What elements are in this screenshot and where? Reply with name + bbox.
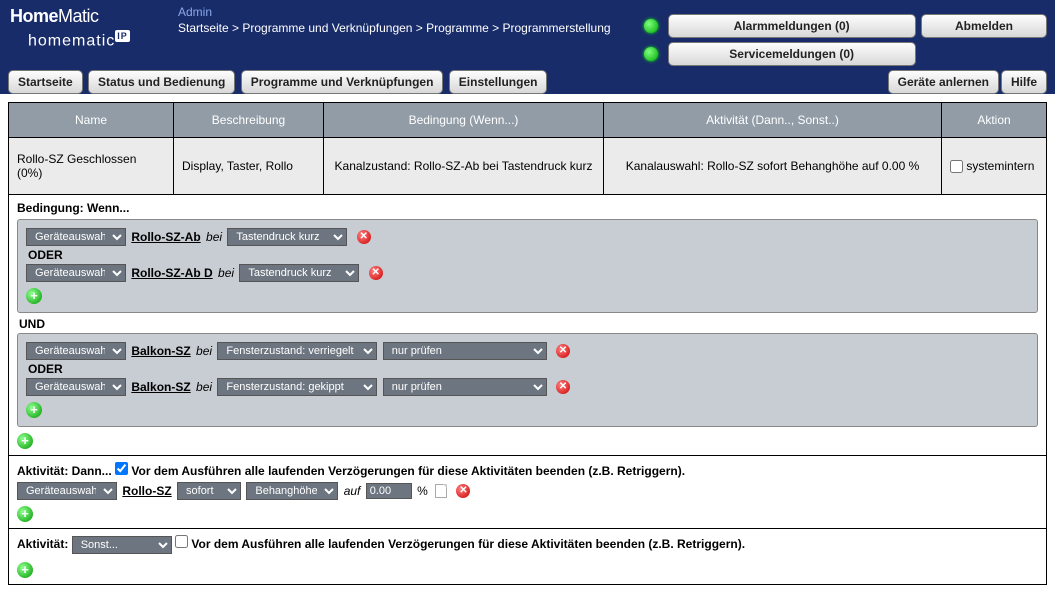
device-link[interactable]: Rollo-SZ xyxy=(122,484,171,498)
add-icon[interactable]: + xyxy=(17,506,33,522)
th-act: Aktivität (Dann.., Sonst..) xyxy=(604,103,942,138)
or-label: ODER xyxy=(28,362,1029,376)
user-link[interactable]: Admin xyxy=(178,5,212,19)
program-table: Name Beschreibung Bedingung (Wenn...) Ak… xyxy=(8,102,1047,195)
auf-label: auf xyxy=(344,484,361,498)
alarm-led xyxy=(644,19,658,33)
device-link[interactable]: Rollo-SZ-Ab D xyxy=(131,266,212,280)
else-select[interactable]: Sonst... xyxy=(72,536,172,554)
condition-title: Bedingung: Wenn... xyxy=(17,201,1038,215)
then-section: Aktivität: Dann... Vor dem Ausführen all… xyxy=(8,456,1047,529)
device-select[interactable]: Geräteauswahl xyxy=(17,482,117,500)
tab-programs[interactable]: Programme und Verknüpfungen xyxy=(241,70,444,94)
delete-icon[interactable]: ✕ xyxy=(369,266,383,280)
state-select[interactable]: Fensterzustand: verriegelt xyxy=(217,342,377,360)
cell-act: Kanalauswahl: Rollo-SZ sofort Behanghöhe… xyxy=(604,138,942,195)
bei-label: bei xyxy=(218,266,234,280)
add-icon[interactable]: + xyxy=(26,288,42,304)
nav-tabs: Startseite Status und Bedienung Programm… xyxy=(8,70,1047,94)
state-select[interactable]: Fensterzustand: gekippt xyxy=(217,378,377,396)
retrigger-checkbox[interactable] xyxy=(175,535,188,548)
and-label: UND xyxy=(19,317,1038,331)
device-link[interactable]: Balkon-SZ xyxy=(131,380,190,394)
th-desc: Beschreibung xyxy=(174,103,324,138)
else-section: Aktivität: Sonst... Vor dem Ausführen al… xyxy=(8,529,1047,585)
service-led xyxy=(644,47,658,61)
user-breadcrumb: Admin Startseite > Programme und Verknüp… xyxy=(178,5,611,35)
tab-start[interactable]: Startseite xyxy=(8,70,83,94)
device-link[interactable]: Balkon-SZ xyxy=(131,344,190,358)
property-select[interactable]: Behanghöhe xyxy=(246,482,338,500)
device-select[interactable]: Geräteauswahl xyxy=(26,264,126,282)
alarm-button[interactable]: Alarmmeldungen (0) xyxy=(668,14,916,38)
add-block-icon[interactable]: + xyxy=(17,433,33,449)
condition-block-1: Geräteauswahl Rollo-SZ-Ab bei Tastendruc… xyxy=(17,219,1038,313)
device-select[interactable]: Geräteauswahl xyxy=(26,228,126,246)
percent-label: % xyxy=(417,484,428,498)
retrigger-checkbox[interactable] xyxy=(115,462,128,475)
tab-status[interactable]: Status und Bedienung xyxy=(88,70,235,94)
value-input[interactable] xyxy=(366,483,412,499)
event-select[interactable]: Tastendruck kurz xyxy=(227,228,347,246)
add-icon[interactable]: + xyxy=(17,562,33,578)
or-label: ODER xyxy=(28,248,1029,262)
delete-icon[interactable]: ✕ xyxy=(456,484,470,498)
sysintern-checkbox[interactable] xyxy=(950,160,963,173)
device-select[interactable]: Geräteauswahl xyxy=(26,342,126,360)
breadcrumb: Startseite > Programme und Verknüpfungen… xyxy=(178,21,611,35)
bei-label: bei xyxy=(196,344,212,358)
script-icon[interactable] xyxy=(435,484,447,498)
delete-icon[interactable]: ✕ xyxy=(357,230,371,244)
event-select[interactable]: Tastendruck kurz xyxy=(239,264,359,282)
else-title: Aktivität: xyxy=(17,537,68,551)
tab-teach[interactable]: Geräte anlernen xyxy=(888,70,999,94)
cell-desc[interactable]: Display, Taster, Rollo xyxy=(174,138,324,195)
th-cond: Bedingung (Wenn...) xyxy=(324,103,604,138)
condition-section: Bedingung: Wenn... Geräteauswahl Rollo-S… xyxy=(8,195,1047,456)
cell-action: systemintern xyxy=(942,138,1047,195)
delete-icon[interactable]: ✕ xyxy=(556,380,570,394)
then-title: Aktivität: Dann... xyxy=(17,464,112,478)
th-name: Name xyxy=(9,103,174,138)
add-icon[interactable]: + xyxy=(26,402,42,418)
service-button[interactable]: Servicemeldungen (0) xyxy=(668,42,916,66)
check-select[interactable]: nur prüfen xyxy=(383,342,547,360)
th-action: Aktion xyxy=(942,103,1047,138)
check-select[interactable]: nur prüfen xyxy=(383,378,547,396)
table-row: Rollo-SZ Geschlossen (0%) Display, Taste… xyxy=(9,138,1047,195)
retrigger-label: Vor dem Ausführen alle laufenden Verzöge… xyxy=(191,537,745,551)
condition-block-2: Geräteauswahl Balkon-SZ bei Fensterzusta… xyxy=(17,333,1038,427)
bei-label: bei xyxy=(206,230,222,244)
delete-icon[interactable]: ✕ xyxy=(556,344,570,358)
bei-label: bei xyxy=(196,380,212,394)
device-select[interactable]: Geräteauswahl xyxy=(26,378,126,396)
retrigger-label: Vor dem Ausführen alle laufenden Verzöge… xyxy=(131,464,685,478)
tab-settings[interactable]: Einstellungen xyxy=(449,70,548,94)
cell-cond: Kanalzustand: Rollo-SZ-Ab bei Tastendruc… xyxy=(324,138,604,195)
logo: HomeMatic homematicIP xyxy=(10,6,175,50)
logout-button[interactable]: Abmelden xyxy=(921,14,1047,38)
cell-name[interactable]: Rollo-SZ Geschlossen (0%) xyxy=(9,138,174,195)
sysintern-label: systemintern xyxy=(966,159,1034,173)
tab-help[interactable]: Hilfe xyxy=(1001,70,1047,94)
time-select[interactable]: sofort xyxy=(177,482,241,500)
header: HomeMatic homematicIP Admin Startseite >… xyxy=(0,0,1055,94)
device-link[interactable]: Rollo-SZ-Ab xyxy=(131,230,200,244)
